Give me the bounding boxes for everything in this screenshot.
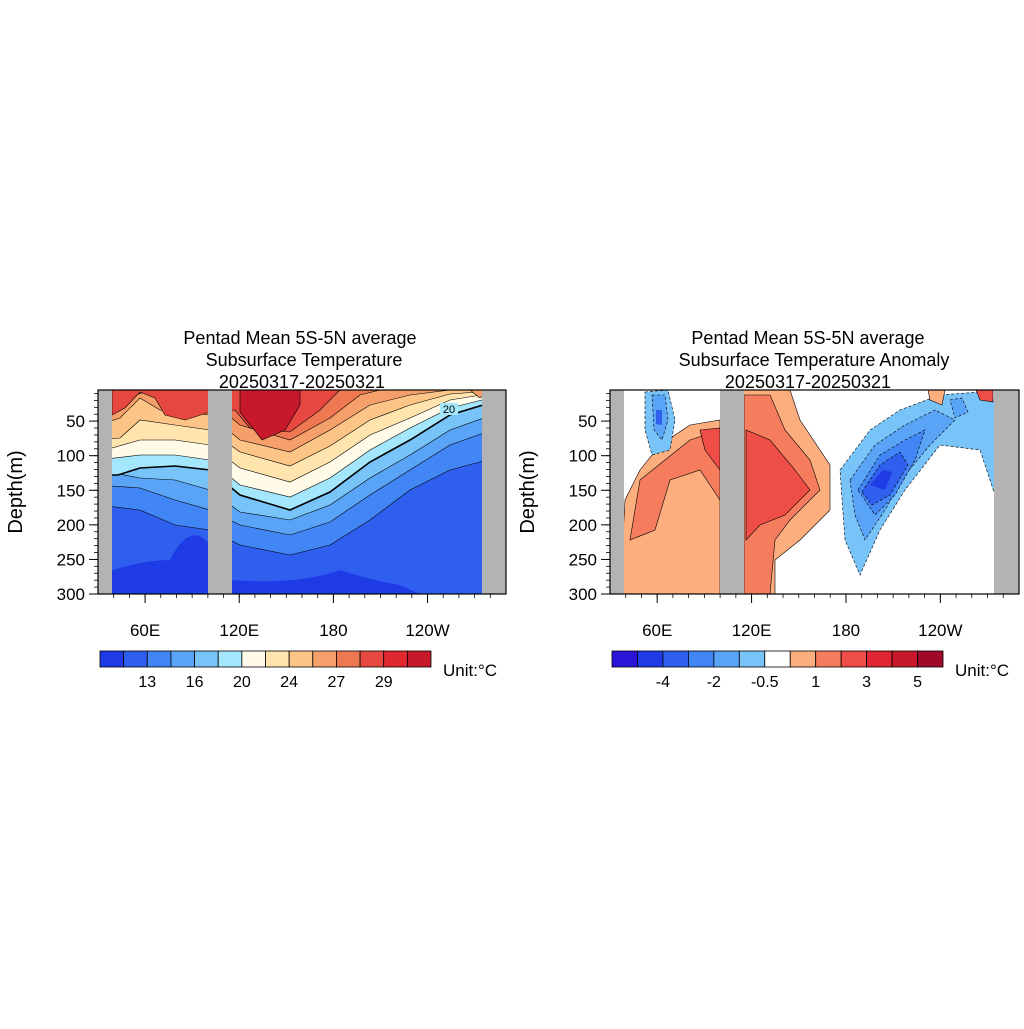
temp-colorbar-swatch [123, 650, 148, 668]
anom-colorbar-swatch [713, 650, 740, 668]
anom-colorbar-swatch [662, 650, 689, 668]
anom-colorbar-swatch [789, 650, 817, 668]
temp-colorbar-swatch [146, 650, 172, 668]
temp-x-tick-label: 60E [130, 621, 160, 640]
anom-y-axis-label: Depth(m) [517, 450, 539, 533]
temp-y-tick-label: 300 [57, 585, 85, 604]
temp-y-tick-label: 50 [66, 412, 85, 431]
anom-y-tick-label: 50 [578, 412, 597, 431]
anom-title-line-2: Subsurface Temperature Anomaly [679, 350, 950, 370]
anom-x-ticks: 60E 120E 180 120W [625, 594, 1004, 640]
anom-y-tick-label: 250 [569, 550, 597, 569]
anom-colorbar-swatch [738, 650, 766, 668]
anom-colorbar-swatch [611, 650, 638, 668]
temp-colorbar-label: 13 [138, 674, 156, 691]
temp-y-tick-label: 200 [57, 516, 85, 535]
temp-title-line-3: 20250317-20250321 [219, 372, 385, 392]
temp-x-ticks: 60E 120E 180 120W [113, 594, 491, 640]
temp-colorbar-swatch [336, 650, 361, 668]
anom-y-tick-label: 200 [569, 516, 597, 535]
temp-x-tick-label: 120W [405, 621, 449, 640]
temp-colorbar-swatch [406, 650, 432, 668]
temp-unit-label: Unit:°C [443, 661, 497, 680]
temp-y-tick-label: 150 [57, 481, 85, 500]
temp-colorbar-swatch [288, 650, 314, 668]
anom-x-tick-label: 180 [832, 621, 860, 640]
temp-colorbar-swatch [99, 650, 125, 668]
temp-x-tick-label: 180 [319, 621, 347, 640]
temp-y-axis-label: Depth(m) [5, 450, 27, 533]
anom-colorbar-label: 1 [811, 674, 820, 691]
temp-colorbar: 13 16 20 24 27 29 [99, 650, 432, 691]
anom-colorbar-swatch [687, 650, 715, 668]
anom-title-line-3: 20250317-20250321 [725, 372, 891, 392]
temp-contour-label-20: 20 [443, 404, 455, 416]
anom-colorbar: -4 -2 -0.5 1 3 5 [611, 650, 944, 691]
temp-y-ticks: 50 100 150 200 250 300 [57, 393, 98, 604]
temp-x-tick-label: 120E [219, 621, 259, 640]
anom-y-ticks: 50 100 150 200 250 300 [569, 393, 610, 604]
anom-colorbar-label: 3 [862, 674, 871, 691]
anomaly-field [610, 390, 1019, 594]
temp-colorbar-label: 20 [233, 674, 251, 691]
anom-x-tick-label: 120W [918, 621, 962, 640]
temp-colorbar-swatch [265, 650, 290, 668]
temp-colorbar-swatch [359, 650, 385, 668]
temperature-field: 20 [98, 390, 506, 594]
anom-x-tick-label: 120E [732, 621, 772, 640]
anom-colorbar-label: -2 [707, 674, 721, 691]
temp-title-line-1: Pentad Mean 5S-5N average [183, 328, 416, 348]
temp-colorbar-label: 27 [328, 674, 346, 691]
temp-colorbar-label: 16 [186, 674, 204, 691]
anom-colorbar-swatch [815, 650, 842, 668]
anom-y-tick-label: 300 [569, 585, 597, 604]
temp-colorbar-swatch [194, 650, 219, 668]
temp-colorbar-label: 24 [280, 674, 298, 691]
anom-y-tick-label: 150 [569, 481, 597, 500]
anom-colorbar-swatch [637, 650, 664, 668]
anom-colorbar-label: -4 [656, 674, 670, 691]
anom-colorbar-swatch [891, 650, 918, 668]
temp-colorbar-swatch [383, 650, 408, 668]
anom-colorbar-label: -0.5 [751, 674, 779, 691]
temp-colorbar-swatch [217, 650, 243, 668]
temp-colorbar-swatch [312, 650, 337, 668]
anom-title-line-1: Pentad Mean 5S-5N average [691, 328, 924, 348]
temp-y-tick-label: 250 [57, 550, 85, 569]
temperature-panel: Pentad Mean 5S-5N average Subsurface Tem… [5, 328, 507, 691]
temp-colorbar-swatch [170, 650, 195, 668]
anom-y-tick-label: 100 [569, 447, 597, 466]
temp-colorbar-swatch [241, 650, 266, 668]
anomaly-panel: Pentad Mean 5S-5N average Subsurface Tem… [517, 328, 1020, 691]
temp-colorbar-label: 29 [375, 674, 393, 691]
anom-colorbar-swatch [866, 650, 893, 668]
anom-colorbar-swatch [764, 650, 791, 668]
temp-title-line-2: Subsurface Temperature [206, 350, 403, 370]
temp-y-tick-label: 100 [57, 447, 85, 466]
anom-unit-label: Unit:°C [955, 661, 1009, 680]
anom-colorbar-swatch [840, 650, 868, 668]
anom-colorbar-label: 5 [913, 674, 922, 691]
anom-x-tick-label: 60E [642, 621, 672, 640]
anom-colorbar-swatch [917, 650, 944, 668]
